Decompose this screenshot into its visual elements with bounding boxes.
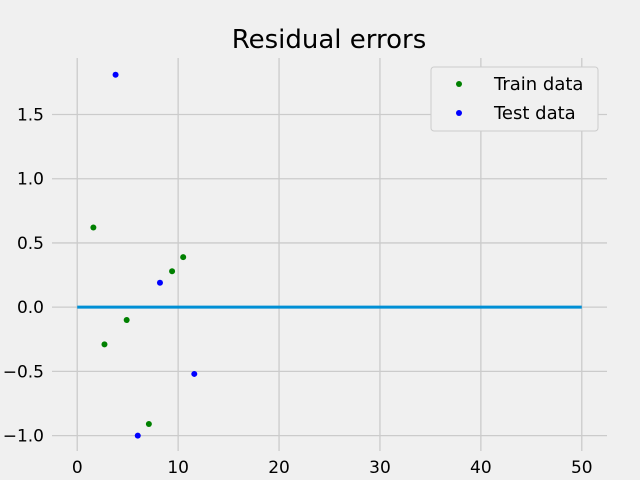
legend-label: Train data xyxy=(493,74,583,95)
test-data-point xyxy=(134,432,141,439)
train-data-point xyxy=(180,254,187,261)
chart-title: Residual errors xyxy=(232,25,427,55)
x-tick-label: 40 xyxy=(470,458,492,478)
train-data-point xyxy=(145,421,152,428)
test-data-point xyxy=(112,71,119,78)
train-data-point xyxy=(101,341,108,348)
legend-marker xyxy=(456,81,462,87)
legend-box xyxy=(430,66,599,132)
legend: Train data Test data xyxy=(430,66,599,132)
y-tick-label: 1.5 xyxy=(17,106,44,126)
tick-labels: 0 10 20 30 40 50 −1.0 −0.5 0.0 0.5 1.0 1.5 xyxy=(3,106,593,478)
y-tick-label: 0.0 xyxy=(17,298,44,318)
test-data-point xyxy=(156,279,163,286)
train-data-point xyxy=(169,268,176,275)
legend-label: Test data xyxy=(493,103,576,124)
x-tick-label: 50 xyxy=(571,458,593,478)
x-tick-label: 10 xyxy=(167,458,189,478)
x-tick-label: 30 xyxy=(369,458,391,478)
y-tick-label: 1.0 xyxy=(17,170,44,190)
train-data-point xyxy=(123,317,130,323)
y-tick-label: 0.5 xyxy=(17,234,44,254)
x-tick-label: 20 xyxy=(268,458,290,478)
scatter-points xyxy=(90,71,198,439)
test-data-point xyxy=(191,370,198,377)
y-tick-label: −1.0 xyxy=(3,427,44,447)
legend-marker xyxy=(456,110,462,116)
train-data-point xyxy=(90,224,97,231)
y-tick-label: −0.5 xyxy=(3,362,44,382)
x-tick-label: 0 xyxy=(72,458,83,478)
